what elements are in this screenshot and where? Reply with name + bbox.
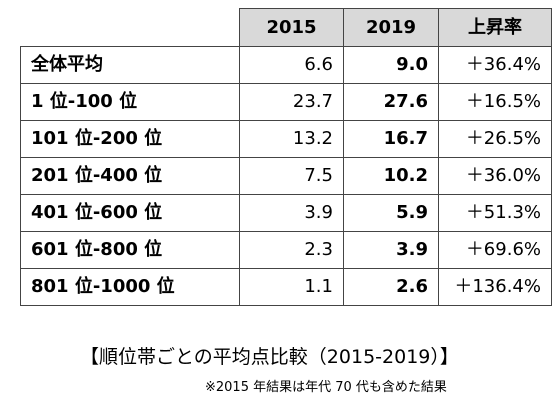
value-2019: 16.7 [343, 120, 439, 158]
value-2015: 3.9 [239, 194, 344, 232]
value-2015: 7.5 [239, 157, 344, 195]
table-row: 401 位-600 位 3.9 5.9 ＋51.3% [20, 194, 552, 232]
value-2019: 9.0 [343, 46, 439, 84]
value-2019: 10.2 [343, 157, 439, 195]
table-row: 101 位-200 位 13.2 16.7 ＋26.5% [20, 120, 552, 158]
row-label: 101 位-200 位 [20, 120, 240, 158]
table-row: 201 位-400 位 7.5 10.2 ＋36.0% [20, 157, 552, 195]
table-caption: 【順位帯ごとの平均点比較（2015-2019）】 [80, 346, 459, 368]
increase-rate: ＋69.6% [438, 231, 552, 269]
row-label: 401 位-600 位 [20, 194, 240, 232]
row-label: 201 位-400 位 [20, 157, 240, 195]
value-2019: 3.9 [343, 231, 439, 269]
value-2015: 6.6 [239, 46, 344, 84]
row-label: 1 位-100 位 [20, 83, 240, 121]
row-label: 全体平均 [20, 46, 240, 84]
increase-rate: ＋51.3% [438, 194, 552, 232]
value-2019: 5.9 [343, 194, 439, 232]
table-row: 全体平均 6.6 9.0 ＋36.4% [20, 46, 552, 84]
increase-rate: ＋36.0% [438, 157, 552, 195]
score-comparison-table: 2015 2019 上昇率 全体平均 6.6 9.0 ＋36.4% 1 位-10… [20, 8, 552, 306]
value-2019: 2.6 [343, 268, 439, 306]
value-2015: 13.2 [239, 120, 344, 158]
value-2015: 23.7 [239, 83, 344, 121]
row-label: 801 位-1000 位 [20, 268, 240, 306]
header-corner-cell [20, 8, 240, 47]
increase-rate: ＋136.4% [438, 268, 552, 306]
row-label: 601 位-800 位 [20, 231, 240, 269]
value-2015: 2.3 [239, 231, 344, 269]
increase-rate: ＋36.4% [438, 46, 552, 84]
table-row: 1 位-100 位 23.7 27.6 ＋16.5% [20, 83, 552, 121]
header-2015: 2015 [239, 8, 344, 47]
table-row: 801 位-1000 位 1.1 2.6 ＋136.4% [20, 268, 552, 306]
value-2019: 27.6 [343, 83, 439, 121]
header-increase-rate: 上昇率 [438, 8, 552, 47]
increase-rate: ＋16.5% [438, 83, 552, 121]
increase-rate: ＋26.5% [438, 120, 552, 158]
table-header-row: 2015 2019 上昇率 [20, 8, 552, 47]
footnote: ※2015 年結果は年代 70 代も含めた結果 [205, 380, 447, 395]
header-2019: 2019 [343, 8, 439, 47]
value-2015: 1.1 [239, 268, 344, 306]
table-row: 601 位-800 位 2.3 3.9 ＋69.6% [20, 231, 552, 269]
